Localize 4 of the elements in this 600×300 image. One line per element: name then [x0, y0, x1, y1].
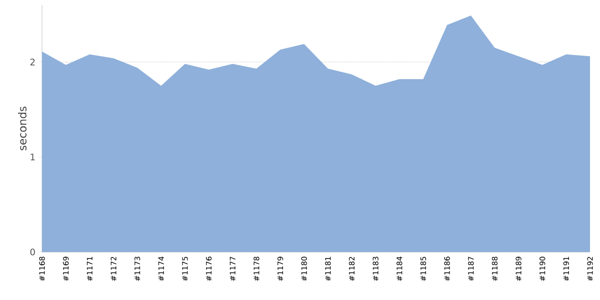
- y-tick-label: 0: [30, 248, 35, 256]
- y-tick-label: 1: [30, 154, 35, 160]
- y-tick-label: 2: [30, 58, 35, 66]
- y-axis-title: seconds: [18, 106, 26, 150]
